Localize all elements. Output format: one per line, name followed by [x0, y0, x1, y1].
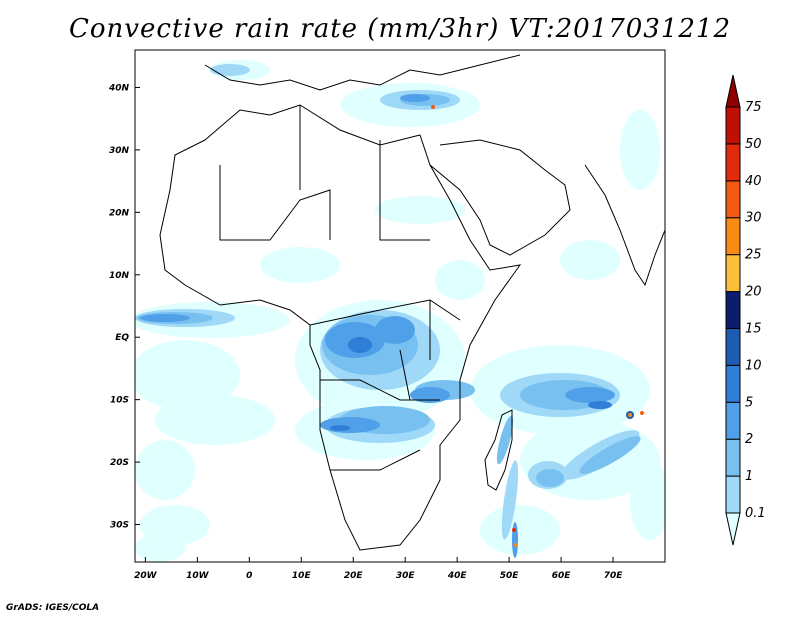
lon-tick-label: 0 [246, 571, 252, 581]
lat-tick-label: 30S [110, 521, 129, 531]
lon-tick-label: 60E [552, 571, 572, 581]
lon-tick-label: 10W [186, 571, 210, 581]
lat-tick-label: 10S [110, 396, 129, 406]
lon-tick-label: 20W [134, 571, 158, 581]
colorbar-segment [725, 438, 741, 477]
lat-tick-label: 20S [110, 458, 129, 468]
chart-title: Convective rain rate (mm/3hr) VT:2017031… [68, 14, 732, 44]
colorbar-label: 2 [745, 432, 753, 447]
lon-tick-label: 70E [604, 571, 624, 581]
colorbar-label: 25 [745, 248, 762, 263]
colorbar-bottom-triangle [725, 512, 741, 546]
colorbar-label: 5 [745, 395, 753, 410]
colorbar-label: 40 [745, 174, 762, 189]
axis-ticks: 20W 10W 0 10E 20E 30E 40E 50E 60E 70E 40N 30N 20N 10N… [108, 83, 623, 581]
colorbar-segment [725, 143, 741, 182]
lat-tick-label: EQ [115, 333, 129, 343]
lon-tick-label: 40E [447, 571, 468, 581]
colorbar-segment [725, 217, 741, 256]
grads-credit: GrADS: IGES/COLA [6, 603, 100, 613]
lat-tick-label: 10N [109, 271, 130, 281]
colorbar-label: 10 [745, 358, 762, 373]
colorbar-segment [725, 327, 741, 366]
colorbar-label: 50 [745, 137, 762, 152]
colorbar-label: 1 [745, 469, 753, 484]
colorbar-segment [725, 475, 741, 514]
colorbar-label: 30 [745, 211, 762, 226]
plot-frame [134, 49, 666, 563]
lon-tick-label: 30E [396, 571, 416, 581]
colorbar-label: 75 [745, 100, 762, 115]
precip-field [135, 54, 665, 562]
colorbar-segment [725, 291, 741, 329]
colorbar-segment [725, 106, 741, 145]
lon-tick-label: 50E [500, 571, 520, 581]
colorbar-segment [725, 364, 741, 403]
colorbar-label: 20 [745, 285, 762, 300]
colorbar-segment [725, 254, 741, 293]
lon-tick-label: 10E [292, 571, 312, 581]
colorbar-label: 0.1 [745, 506, 766, 521]
colorbar-top-triangle [725, 74, 741, 108]
colorbar-segment [725, 180, 741, 219]
lat-tick-label: 40N [108, 83, 130, 93]
lat-tick-label: 30N [109, 146, 130, 156]
colorbar-segment [725, 401, 741, 440]
lon-tick-label: 20E [344, 571, 364, 581]
colorbar-label: 15 [745, 321, 762, 336]
lat-tick-label: 20N [109, 208, 130, 218]
